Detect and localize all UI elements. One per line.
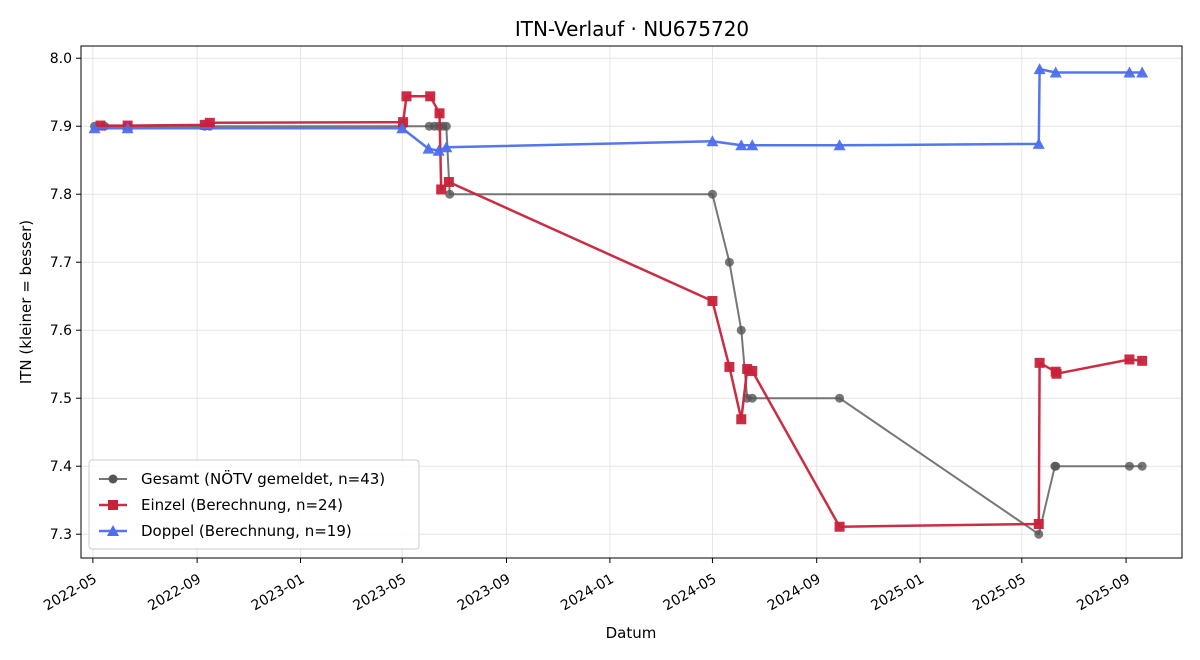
data-point-einzel — [1051, 368, 1062, 379]
y-tick-label: 8.0 — [50, 51, 72, 67]
series-line-einzel — [100, 95, 1143, 528]
data-point-doppel — [1136, 66, 1149, 78]
data-point-gesamt — [835, 393, 845, 403]
x-axis-label: Datum — [606, 624, 657, 642]
data-point-doppel — [746, 139, 759, 151]
data-point-doppel — [422, 142, 435, 154]
chart-title: ITN-Verlauf · NU675720 — [515, 17, 749, 41]
data-point-doppel — [1033, 63, 1046, 75]
data-point-gesamt — [1051, 461, 1061, 471]
data-point-einzel — [724, 361, 735, 372]
data-point-einzel — [425, 91, 436, 102]
series-einzel — [95, 91, 1148, 532]
y-tick-label: 7.4 — [50, 459, 72, 475]
data-point-doppel — [396, 122, 409, 134]
data-point-gesamt — [441, 121, 451, 131]
data-point-einzel — [1034, 357, 1045, 368]
legend-marker-gesamt — [108, 474, 118, 484]
y-tick-label: 7.6 — [50, 323, 72, 339]
series-layer — [88, 63, 1149, 539]
data-point-gesamt — [1124, 461, 1134, 471]
y-axis-label: ITN (kleiner = besser) — [17, 220, 35, 384]
legend: Gesamt (NÖTV gemeldet, n=43) Einzel (Bere… — [88, 459, 420, 550]
y-tick-label: 7.9 — [50, 119, 72, 135]
y-tick-label: 7.7 — [50, 255, 72, 271]
data-point-einzel — [747, 366, 758, 377]
plot-frame — [80, 45, 1183, 559]
series-doppel — [88, 63, 1149, 156]
y-tick-label: 7.8 — [50, 187, 72, 203]
data-point-einzel — [434, 108, 445, 119]
data-point-doppel — [440, 141, 453, 153]
data-point-doppel — [1049, 66, 1062, 78]
data-point-gesamt — [1137, 461, 1147, 471]
legend-label-einzel: Einzel (Berechnung, n=24) — [141, 496, 343, 514]
data-point-doppel — [432, 144, 445, 156]
data-point-einzel — [398, 117, 409, 128]
data-point-doppel — [833, 139, 846, 151]
data-point-gesamt — [707, 189, 717, 199]
legend-label-gesamt: Gesamt (NÖTV gemeldet, n=43) — [141, 469, 385, 488]
data-point-doppel — [735, 139, 748, 151]
data-point-gesamt — [1034, 529, 1044, 539]
data-point-doppel — [1032, 137, 1045, 149]
data-point-einzel — [436, 184, 447, 195]
legend-box — [88, 459, 420, 550]
legend-label-doppel: Doppel (Berechnung, n=19) — [141, 522, 352, 540]
data-point-doppel — [121, 122, 134, 134]
data-point-gesamt — [445, 189, 455, 199]
data-point-gesamt — [724, 257, 734, 267]
legend-marker-einzel — [108, 500, 118, 510]
data-point-einzel — [742, 363, 753, 374]
data-point-doppel — [88, 122, 101, 134]
data-point-doppel — [1123, 66, 1136, 78]
data-point-einzel — [443, 176, 454, 187]
data-point-doppel — [706, 135, 719, 147]
data-point-gesamt — [747, 393, 757, 403]
legend-marker-doppel — [107, 525, 119, 536]
data-point-gesamt — [736, 325, 746, 335]
y-tick-label: 7.3 — [50, 527, 72, 543]
data-point-einzel — [401, 91, 412, 102]
data-point-einzel — [199, 119, 210, 130]
grid — [81, 46, 1182, 558]
data-point-einzel — [736, 414, 747, 425]
data-point-einzel — [834, 521, 845, 532]
data-point-einzel — [1033, 519, 1044, 530]
data-point-einzel — [1124, 354, 1135, 365]
data-point-einzel — [707, 295, 718, 306]
y-tick-label: 7.5 — [50, 391, 72, 407]
data-point-einzel — [95, 120, 106, 131]
data-point-einzel — [1137, 355, 1148, 366]
data-point-einzel — [204, 117, 215, 128]
